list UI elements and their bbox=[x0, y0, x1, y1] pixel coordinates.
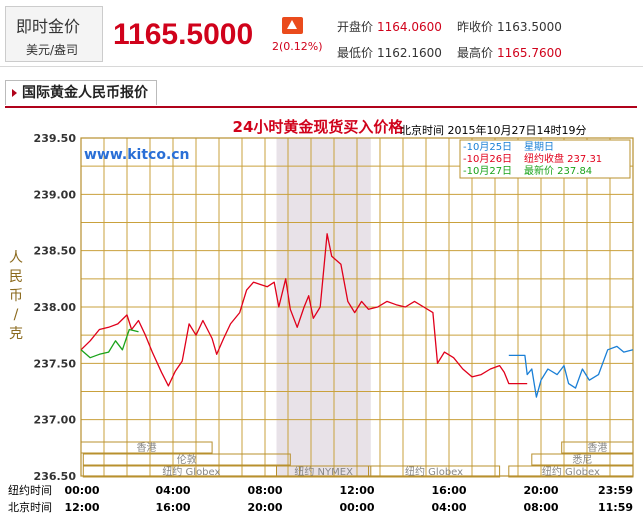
session-box bbox=[508, 465, 634, 478]
quote-title: 即时金价 bbox=[16, 17, 81, 36]
open-label: 开盘价 bbox=[337, 20, 374, 34]
kitco-watermark: www.kitco.cn bbox=[84, 147, 190, 163]
session-box bbox=[561, 441, 634, 454]
legend-entry-name: -10月25日 bbox=[463, 141, 512, 153]
session-label: 纽约 NYMEX bbox=[294, 465, 353, 478]
session-label: 香港 bbox=[137, 442, 157, 454]
low-label: 最低价 bbox=[337, 46, 374, 60]
y-axis-label-char: / bbox=[14, 307, 19, 323]
session-box bbox=[276, 465, 372, 478]
x-tick-label: 08:00 bbox=[523, 501, 558, 514]
x-row-label: 纽约时间 bbox=[8, 483, 52, 497]
prev-close-stat: 昨收价 1163.5000 bbox=[457, 18, 562, 35]
x-tick-label: 00:00 bbox=[64, 484, 99, 497]
chart-title: 24小时黄金现货买入价格 bbox=[233, 118, 405, 136]
quote-bar: 即时金价 美元/盎司 1165.5000 2(0.12%) 开盘价 1164.06… bbox=[0, 0, 643, 67]
y-tick-label: 239.00 bbox=[34, 188, 77, 201]
legend-entry-note: 星期日 bbox=[524, 141, 554, 153]
session-label: 纽约 Globex bbox=[162, 465, 220, 478]
y-tick-label: 237.50 bbox=[34, 357, 77, 370]
y-axis-label-char: 克 bbox=[9, 326, 23, 342]
y-tick-label: 239.50 bbox=[34, 132, 77, 145]
high-label: 最高价 bbox=[457, 46, 494, 60]
x-tick-label: 00:00 bbox=[339, 501, 374, 514]
session-label: 香港 bbox=[587, 442, 607, 454]
x-tick-label: 04:00 bbox=[155, 484, 190, 497]
current-price: 1165.5000 bbox=[113, 18, 254, 51]
y-tick-label: 236.50 bbox=[34, 470, 77, 483]
x-tick-label: 12:00 bbox=[64, 501, 99, 514]
series-line bbox=[80, 328, 139, 359]
section-bar: 国际黄金人民币报价 bbox=[5, 80, 637, 108]
y-axis-label-char: 币 bbox=[9, 288, 23, 304]
legend-entry-note: 最新价 237.84 bbox=[524, 164, 592, 177]
x-tick-label: 20:00 bbox=[523, 484, 558, 497]
prev-close-value: 1163.5000 bbox=[497, 20, 562, 34]
session-box bbox=[368, 465, 501, 478]
y-tick-label: 238.50 bbox=[34, 245, 77, 258]
session-box bbox=[82, 453, 291, 466]
gold-price-chart: 香港 伦敦 纽约 Globex 纽约 NYMEX 纽约 Globex 悉尼 香港 纽约 Glo… bbox=[0, 110, 643, 527]
high-value: 1165.7600 bbox=[497, 46, 562, 60]
series-line bbox=[80, 233, 528, 387]
arrow-up-icon bbox=[282, 17, 303, 34]
quote-unit: 美元/盎司 bbox=[26, 43, 79, 57]
session-label: 悉尼 bbox=[572, 454, 592, 466]
session-label: 伦敦 bbox=[177, 453, 197, 466]
legend-box bbox=[459, 139, 631, 179]
x-row-label: 北京时间 bbox=[8, 500, 52, 514]
session-box bbox=[531, 453, 634, 466]
x-tick-label: 23:59 bbox=[598, 484, 633, 497]
legend-entry-name: -10月27日 bbox=[463, 165, 512, 177]
price-change: 2(0.12%) bbox=[272, 40, 323, 53]
open-stat: 开盘价 1164.0600 bbox=[337, 18, 442, 35]
session-box bbox=[80, 441, 213, 454]
y-tick-label: 238.00 bbox=[34, 301, 77, 314]
y-axis-label-char: 人 bbox=[9, 250, 23, 266]
y-tick-label: 237.00 bbox=[34, 414, 77, 427]
open-value: 1164.0600 bbox=[377, 20, 442, 34]
high-stat: 最高价 1165.7600 bbox=[457, 44, 562, 61]
x-tick-label: 08:00 bbox=[247, 484, 282, 497]
session-label: 纽约 Globex bbox=[542, 465, 600, 478]
plot-border bbox=[80, 137, 634, 477]
low-stat: 最低价 1162.1600 bbox=[337, 44, 442, 61]
session-label: 纽约 Globex bbox=[405, 465, 463, 478]
low-value: 1162.1600 bbox=[377, 46, 442, 60]
y-axis-label-char: 民 bbox=[9, 269, 23, 285]
tab-gold-rmb-quote[interactable]: 国际黄金人民币报价 bbox=[5, 80, 157, 105]
x-tick-label: 04:00 bbox=[431, 501, 466, 514]
x-tick-label: 16:00 bbox=[431, 484, 466, 497]
prev-close-label: 昨收价 bbox=[457, 20, 494, 34]
legend-entry-note: 纽约收盘 237.31 bbox=[524, 152, 602, 165]
chart-header-time: 北京时间 2015年10月27日14时19分 bbox=[400, 123, 586, 137]
x-tick-label: 11:59 bbox=[598, 501, 633, 514]
quote-label-box: 即时金价 美元/盎司 bbox=[5, 6, 103, 62]
series-line bbox=[508, 345, 634, 398]
x-tick-label: 20:00 bbox=[247, 501, 282, 514]
x-tick-label: 12:00 bbox=[339, 484, 374, 497]
session-box bbox=[82, 465, 300, 478]
legend-entry-name: -10月26日 bbox=[463, 153, 512, 165]
x-tick-label: 16:00 bbox=[155, 501, 190, 514]
